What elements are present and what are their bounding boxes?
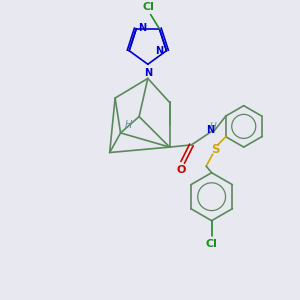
Text: Cl: Cl	[142, 2, 154, 12]
Text: S: S	[211, 143, 219, 156]
Text: N: N	[139, 23, 147, 33]
Text: N: N	[206, 125, 214, 135]
Text: Cl: Cl	[206, 238, 218, 249]
Text: N: N	[155, 46, 163, 56]
Text: H: H	[124, 120, 132, 130]
Text: N: N	[144, 68, 152, 77]
Text: H: H	[210, 122, 217, 131]
Text: O: O	[177, 165, 186, 175]
